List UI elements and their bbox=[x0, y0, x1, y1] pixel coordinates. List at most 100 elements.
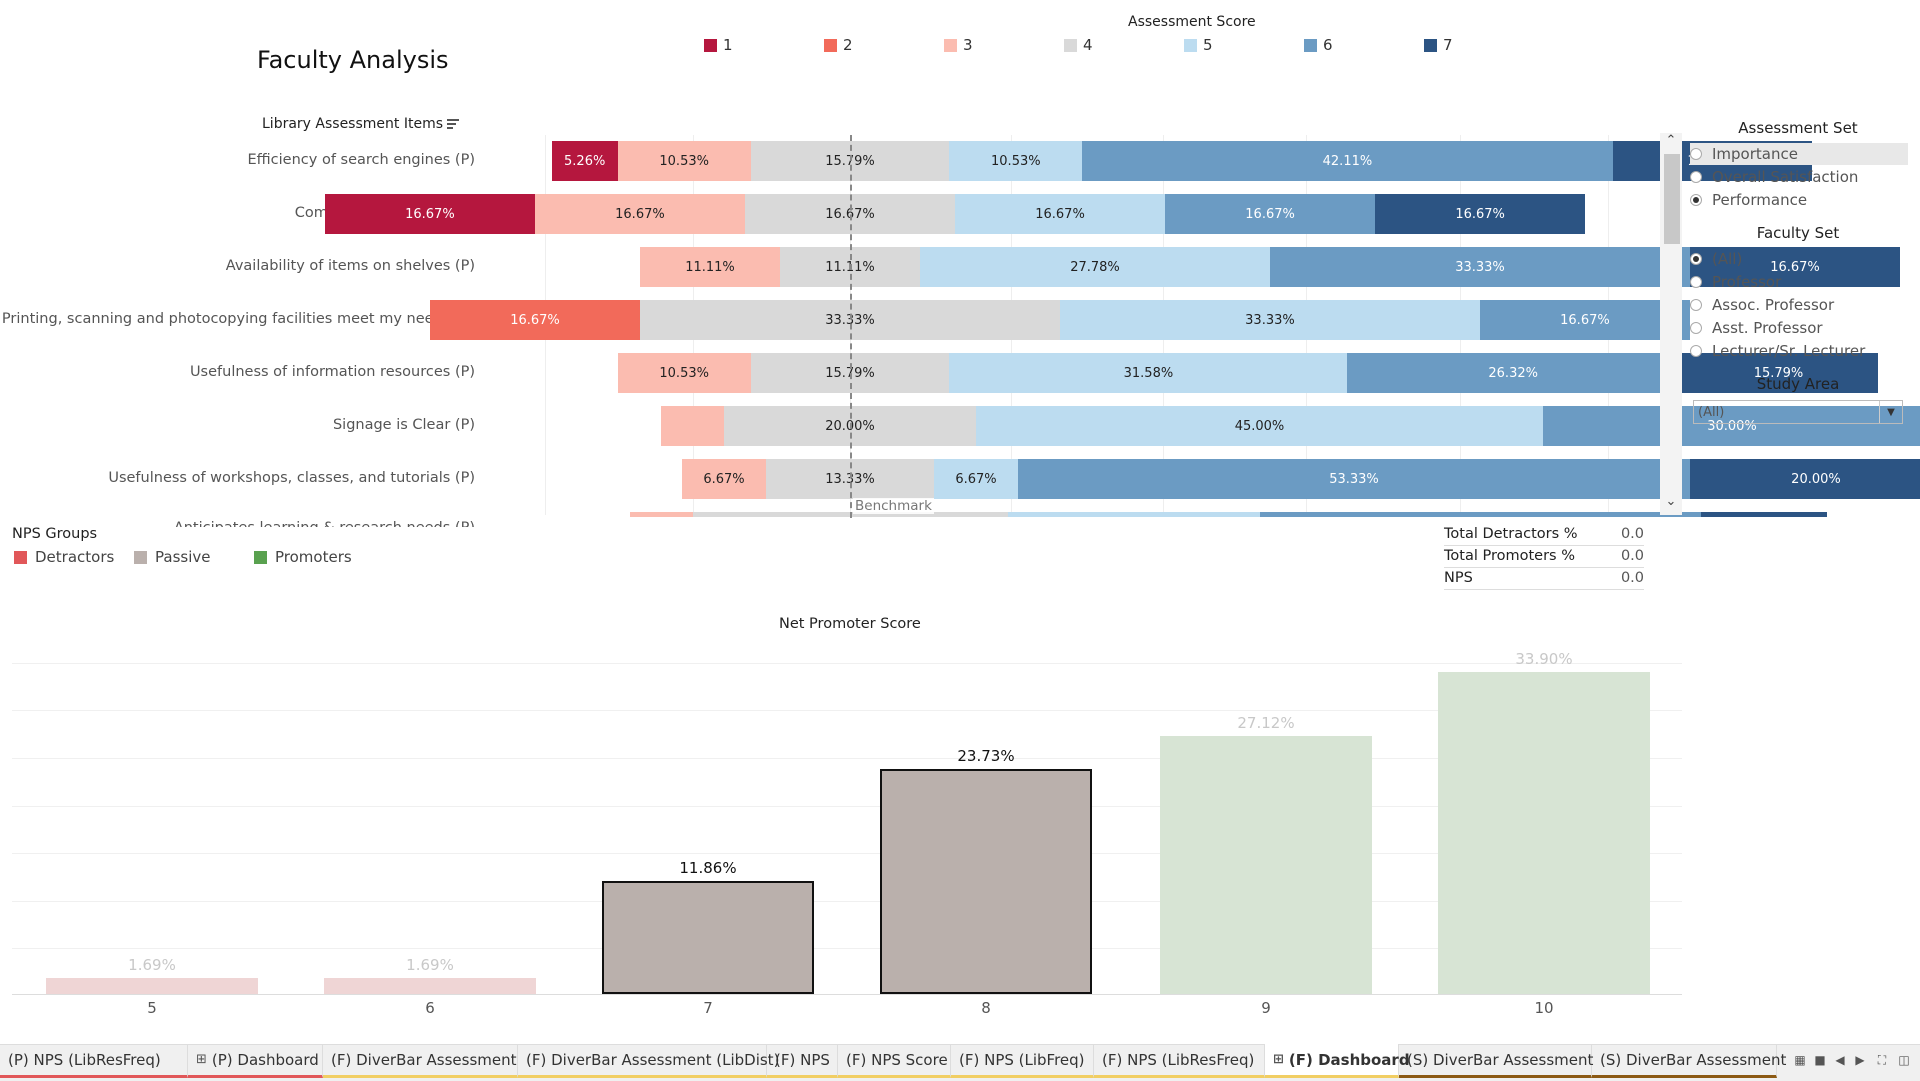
bar-segment[interactable] bbox=[1700, 512, 1827, 517]
radio-button[interactable] bbox=[1690, 171, 1702, 183]
bar-segment[interactable]: 11.11% bbox=[640, 247, 780, 287]
bar-segment[interactable]: 20.00% bbox=[1689, 459, 1920, 499]
score-legend-item[interactable]: 4 bbox=[1064, 36, 1093, 54]
sheet-tab[interactable]: (P) NPS (LibResFreq) bbox=[0, 1044, 188, 1078]
radio-button[interactable] bbox=[1690, 253, 1702, 265]
bar-segment[interactable]: 6.67% bbox=[681, 459, 766, 499]
bar-segment[interactable]: 30.00% bbox=[1543, 406, 1920, 446]
sheet-tab[interactable]: (F) NPS (LibResFreq) bbox=[1094, 1044, 1265, 1078]
sheet-tab-label: (F) NPS bbox=[775, 1050, 830, 1069]
nps-bar[interactable] bbox=[602, 881, 814, 994]
score-legend-item[interactable]: 2 bbox=[824, 36, 853, 54]
grid-view-icon[interactable]: ▦ bbox=[1794, 1053, 1806, 1067]
bar-segment[interactable]: 13.33% bbox=[766, 459, 934, 499]
bar-segment[interactable] bbox=[661, 406, 724, 446]
bar-segment[interactable]: 10.53% bbox=[617, 353, 751, 393]
bar-segment[interactable] bbox=[1259, 512, 1701, 517]
sheet-tab[interactable]: (S) DiverBar Assessment bbox=[1592, 1044, 1786, 1078]
radio-button[interactable] bbox=[1690, 276, 1702, 288]
score-legend-item[interactable]: 6 bbox=[1304, 36, 1333, 54]
bar-segment[interactable]: 27.78% bbox=[919, 247, 1270, 287]
score-legend-item[interactable]: 1 bbox=[704, 36, 733, 54]
nps-group-legend-item[interactable]: Promoters bbox=[254, 548, 352, 566]
radio-option[interactable]: Assoc. Professor bbox=[1690, 294, 1908, 316]
nps-bar-value-label: 11.86% bbox=[679, 859, 737, 878]
bar-segment[interactable]: 15.79% bbox=[750, 353, 950, 393]
bar-segment[interactable]: 33.33% bbox=[640, 300, 1060, 340]
bar-segment[interactable]: 45.00% bbox=[976, 406, 1543, 446]
radio-button[interactable] bbox=[1690, 148, 1702, 160]
sheet-tab[interactable]: (F) DiverBar Assessment bbox=[323, 1044, 518, 1078]
score-legend-item[interactable]: 7 bbox=[1424, 36, 1453, 54]
bar-segment[interactable]: 31.58% bbox=[949, 353, 1348, 393]
bar-segment[interactable]: 42.11% bbox=[1082, 141, 1613, 181]
bar-segment[interactable]: 5.26% bbox=[551, 141, 618, 181]
next-tab-icon[interactable]: ▶ bbox=[1855, 1053, 1865, 1067]
fullscreen-icon[interactable]: ⛶ bbox=[1877, 1053, 1887, 1067]
nps-group-legend-item[interactable]: Detractors bbox=[14, 548, 114, 566]
sheet-tab[interactable]: (F) DiverBar Assessment (LibDist) bbox=[518, 1044, 779, 1078]
nps-bar[interactable] bbox=[1160, 736, 1372, 994]
bar-segment[interactable]: 33.33% bbox=[1270, 247, 1690, 287]
nps-group-legend-item[interactable]: Passive bbox=[134, 548, 210, 566]
bar-segment[interactable]: 16.67% bbox=[1479, 300, 1690, 340]
nps-bar[interactable] bbox=[1438, 671, 1650, 994]
bar-segment[interactable]: 11.11% bbox=[780, 247, 920, 287]
scrollbar-thumb[interactable] bbox=[1664, 154, 1680, 244]
score-legend-item[interactable]: 3 bbox=[944, 36, 973, 54]
sheet-tab[interactable]: (F) NPS (LibFreq) bbox=[951, 1044, 1094, 1078]
sheet-tab[interactable]: (F) NPS bbox=[767, 1044, 838, 1078]
nps-bar[interactable] bbox=[324, 977, 536, 994]
stop-icon[interactable]: ■ bbox=[1814, 1053, 1826, 1067]
totals-row: Total Promoters % 0.0 bbox=[1444, 546, 1644, 568]
score-legend-item[interactable]: 5 bbox=[1184, 36, 1213, 54]
bar-segment[interactable]: 53.33% bbox=[1018, 459, 1690, 499]
study-area-dropdown[interactable]: (All) ▼ bbox=[1693, 400, 1903, 424]
radio-option[interactable]: Professor bbox=[1690, 271, 1908, 293]
radio-option[interactable]: Importance bbox=[1690, 143, 1908, 165]
radio-option[interactable]: Performance bbox=[1690, 189, 1908, 211]
radio-button[interactable] bbox=[1690, 322, 1702, 334]
bar-segment[interactable]: 10.53% bbox=[949, 141, 1083, 181]
bar-segment[interactable]: 6.67% bbox=[933, 459, 1018, 499]
bar-segment[interactable]: 16.67% bbox=[429, 300, 640, 340]
radio-button[interactable] bbox=[1690, 194, 1702, 206]
bar-segment[interactable]: 16.67% bbox=[534, 194, 745, 234]
bar-segment[interactable]: 16.67% bbox=[955, 194, 1166, 234]
radio-option[interactable]: (All) bbox=[1690, 248, 1908, 270]
score-legend-label: 6 bbox=[1323, 36, 1333, 54]
sheet-tab[interactable]: (F) NPS Score bbox=[838, 1044, 951, 1078]
radio-option[interactable]: Lecturer/Sr. Lecturer bbox=[1690, 340, 1908, 362]
radio-option[interactable]: Overall Satisfaction bbox=[1690, 166, 1908, 188]
sheet-tab[interactable]: (S) DiverBar Assessment bbox=[1399, 1044, 1593, 1078]
bar-segment[interactable]: 10.53% bbox=[617, 141, 751, 181]
nps-bar[interactable] bbox=[46, 977, 258, 994]
bar-segment[interactable]: 16.67% bbox=[324, 194, 535, 234]
bar-segment[interactable]: 16.67% bbox=[1165, 194, 1376, 234]
bar-segment[interactable]: 15.79% bbox=[750, 141, 950, 181]
bar-segment[interactable]: 16.67% bbox=[744, 194, 955, 234]
library-assessment-items-header[interactable]: Library Assessment Items bbox=[262, 116, 459, 132]
sheet-tab[interactable]: ⊞ (F) Dashboard bbox=[1265, 1044, 1410, 1078]
bar-segment[interactable] bbox=[1007, 512, 1260, 517]
presentation-icon[interactable]: ◫ bbox=[1898, 1053, 1910, 1067]
score-swatch bbox=[824, 38, 837, 52]
faculty-set-title: Faculty Set bbox=[1756, 224, 1840, 242]
sheet-tab[interactable]: ⊞ (P) Dashboard bbox=[188, 1044, 323, 1078]
bar-segment[interactable]: 16.67% bbox=[1375, 194, 1586, 234]
bar-segment[interactable] bbox=[629, 512, 693, 517]
chevron-down-icon[interactable]: ▼ bbox=[1879, 401, 1902, 423]
radio-button[interactable] bbox=[1690, 345, 1702, 357]
bar-segment[interactable]: 33.33% bbox=[1059, 300, 1480, 340]
prev-tab-icon[interactable]: ◀ bbox=[1835, 1053, 1845, 1067]
radio-option[interactable]: Asst. Professor bbox=[1690, 317, 1908, 339]
bar-segment[interactable]: 26.32% bbox=[1347, 353, 1679, 393]
nps-bar[interactable] bbox=[880, 768, 1092, 994]
score-legend-label: 2 bbox=[843, 36, 853, 54]
bar-segment[interactable]: 16.67% bbox=[1689, 247, 1900, 287]
bar-segment[interactable]: 15.79% bbox=[1679, 353, 1878, 393]
scroll-down-icon[interactable]: ⌄ bbox=[1665, 494, 1677, 509]
scroll-up-icon[interactable]: ⌃ bbox=[1665, 133, 1677, 148]
radio-button[interactable] bbox=[1690, 299, 1702, 311]
sort-icon[interactable] bbox=[447, 117, 459, 131]
